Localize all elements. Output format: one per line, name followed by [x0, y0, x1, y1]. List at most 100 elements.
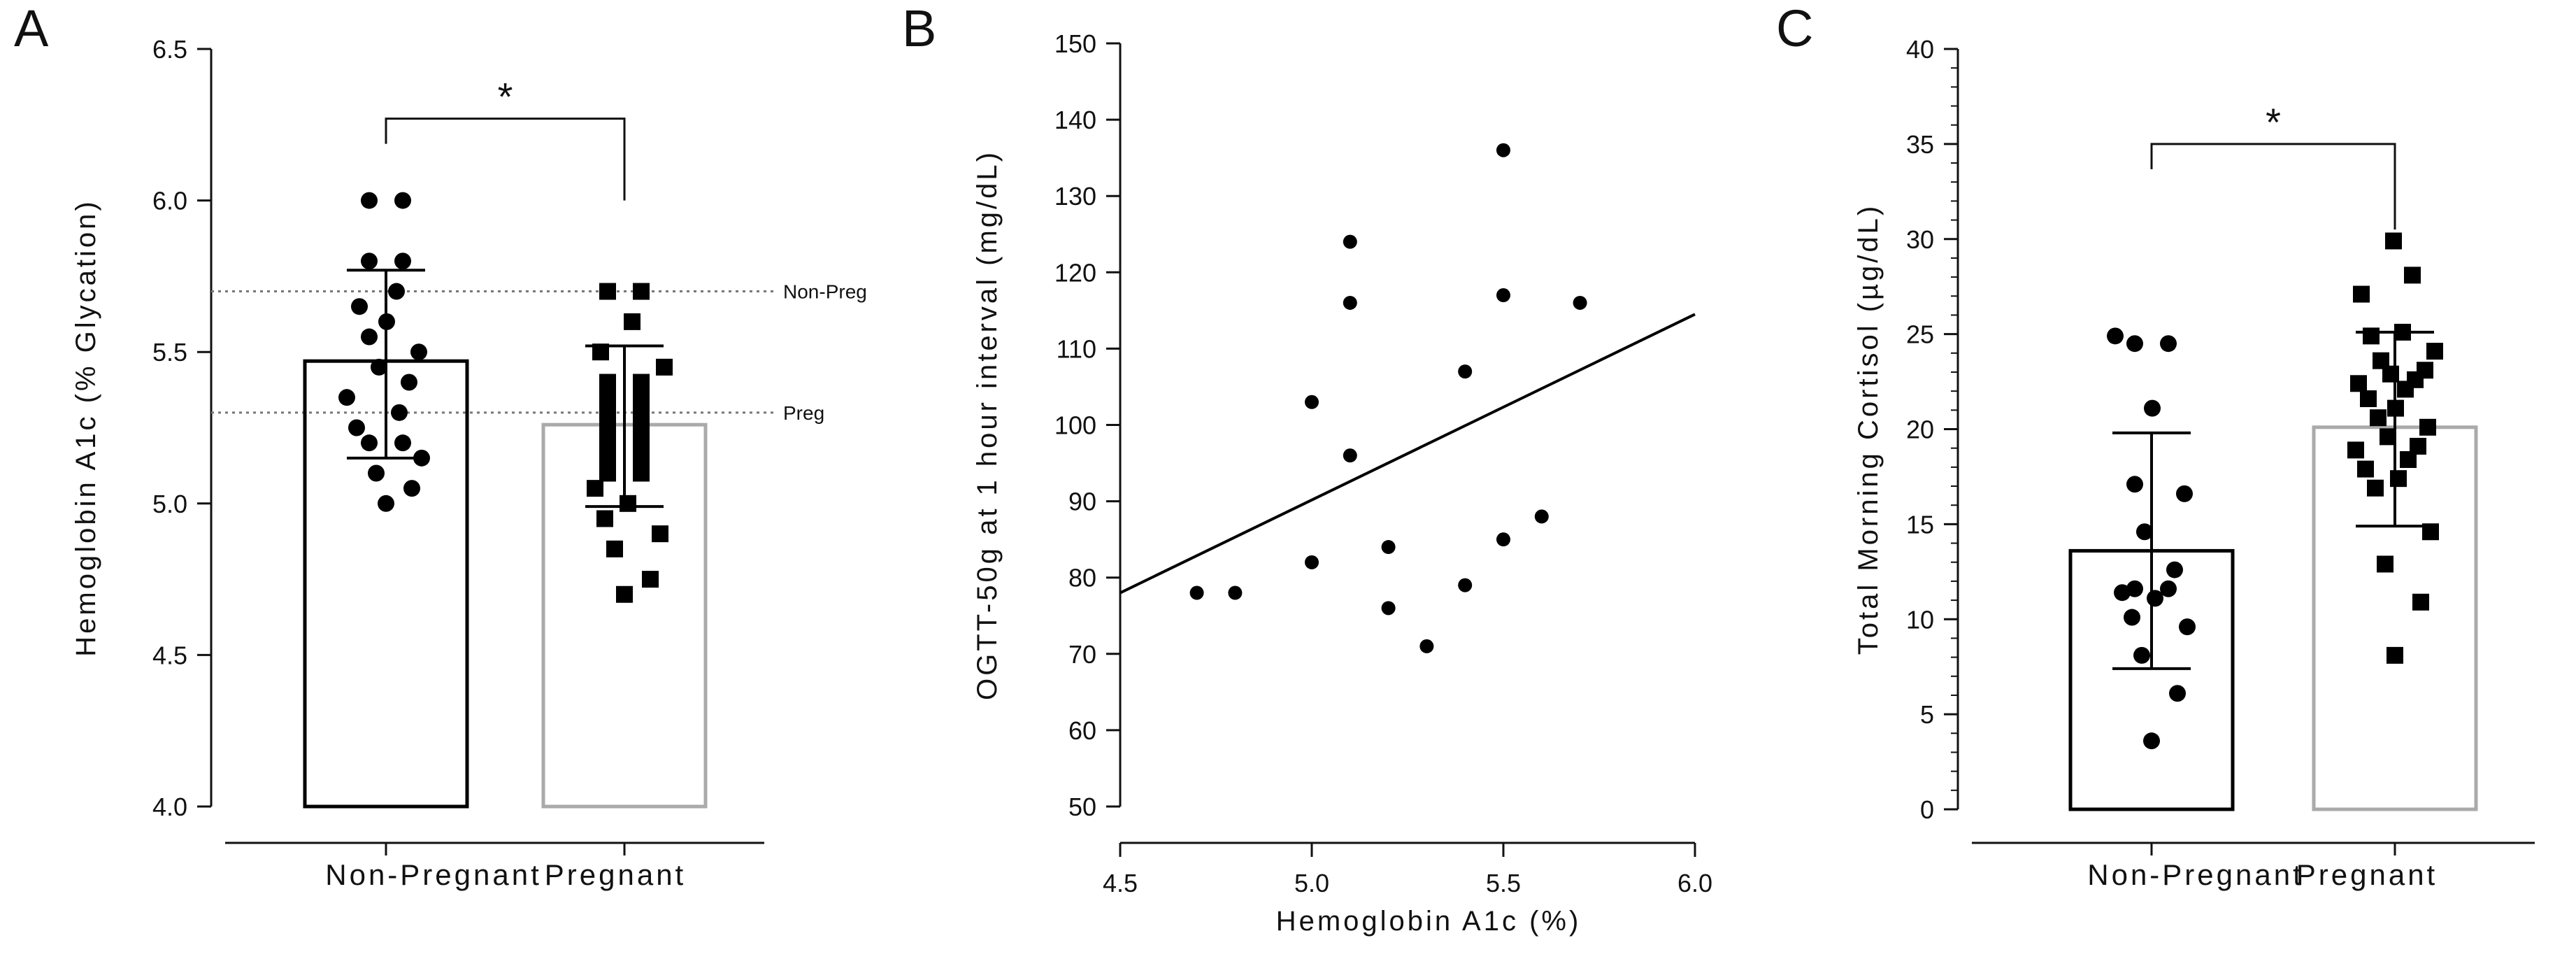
- panel-letter-a: A: [14, 0, 49, 57]
- data-point: [2410, 437, 2426, 455]
- data-point: [599, 464, 616, 482]
- data-point: [2426, 343, 2443, 360]
- data-point: [2107, 327, 2124, 345]
- x-category-label: Non-Pregnant: [325, 858, 542, 891]
- y-tick-label: 5.0: [152, 490, 187, 518]
- scatter-point: [1573, 295, 1587, 310]
- data-point: [2169, 685, 2186, 702]
- data-point: [599, 404, 616, 421]
- significance-star: *: [2266, 100, 2281, 144]
- data-point: [2166, 561, 2183, 578]
- scatter-point: [1228, 585, 1243, 600]
- data-point: [633, 374, 650, 391]
- y-tick-label: 150: [1054, 29, 1096, 58]
- y-tick-label: 140: [1054, 106, 1096, 134]
- data-point: [599, 283, 616, 300]
- data-point: [2160, 580, 2177, 597]
- data-point: [2373, 352, 2389, 369]
- data-point: [2385, 232, 2402, 250]
- scatter-point: [1496, 288, 1510, 303]
- y-tick-label: 100: [1054, 411, 1096, 440]
- data-point: [642, 571, 659, 588]
- y-tick-label: 130: [1054, 182, 1096, 211]
- data-point: [599, 389, 616, 406]
- data-point: [361, 192, 378, 209]
- y-tick-label: 70: [1068, 640, 1096, 669]
- data-point: [368, 464, 385, 482]
- y-tick-label: 80: [1068, 564, 1096, 592]
- y-tick-label: 30: [1906, 225, 1934, 254]
- data-point: [2363, 327, 2380, 345]
- y-axis-title: Hemoglobin A1c (% Glycation): [71, 199, 101, 656]
- panel-letter-c: C: [1776, 0, 1814, 57]
- data-point: [2126, 580, 2143, 597]
- y-tick-label: 6.0: [152, 187, 187, 215]
- data-point: [2160, 335, 2177, 353]
- scatter-point: [1343, 295, 1357, 310]
- y-tick-label: 50: [1068, 793, 1096, 821]
- data-point: [652, 525, 668, 543]
- data-point: [2370, 409, 2387, 427]
- x-category-label: Pregnant: [545, 858, 686, 891]
- data-point: [2143, 732, 2160, 750]
- data-point: [616, 585, 633, 603]
- data-point: [633, 419, 650, 436]
- data-point: [2126, 335, 2143, 353]
- data-point: [2412, 593, 2429, 611]
- y-tick-label: 0: [1920, 795, 1934, 824]
- data-point: [2360, 390, 2377, 408]
- scatter-point: [1343, 234, 1357, 249]
- y-tick-label: 15: [1906, 510, 1934, 539]
- x-category-label: Non-Pregnant: [2087, 858, 2304, 891]
- scatter-point: [1343, 448, 1357, 463]
- data-point: [633, 404, 650, 421]
- data-point: [633, 434, 650, 452]
- data-point: [2390, 470, 2407, 488]
- data-point: [361, 434, 378, 452]
- data-point: [351, 298, 368, 315]
- scatter-point: [1305, 555, 1319, 569]
- data-point: [2350, 375, 2367, 392]
- data-point: [394, 434, 411, 452]
- data-point: [371, 358, 387, 376]
- data-point: [599, 374, 616, 391]
- scatter-point: [1496, 532, 1510, 547]
- data-point: [391, 404, 408, 421]
- data-point: [606, 540, 623, 557]
- data-point: [2357, 460, 2374, 478]
- data-point: [2417, 362, 2433, 379]
- data-point: [624, 313, 641, 330]
- data-point: [633, 283, 650, 300]
- data-point: [2126, 476, 2143, 493]
- y-tick-label: 4.5: [152, 641, 187, 669]
- data-point: [2133, 646, 2150, 664]
- y-tick-label: 20: [1906, 415, 1934, 444]
- significance-star: *: [498, 75, 513, 119]
- data-point: [2404, 267, 2421, 284]
- data-point: [587, 480, 603, 497]
- data-point: [394, 192, 411, 209]
- data-point: [378, 495, 394, 512]
- panel-letter-b: B: [902, 0, 937, 57]
- scatter-point: [1305, 395, 1319, 409]
- x-category-label: Pregnant: [2296, 858, 2438, 891]
- data-point: [2367, 479, 2384, 497]
- data-point: [394, 253, 411, 270]
- scatter-point: [1381, 540, 1396, 555]
- scatter-point: [1381, 601, 1396, 616]
- data-point: [401, 374, 417, 391]
- data-point: [2387, 646, 2403, 664]
- reference-line-label: Preg: [783, 402, 824, 424]
- y-tick-label: 5: [1920, 700, 1934, 729]
- data-point: [596, 510, 613, 527]
- data-point: [2377, 555, 2393, 573]
- data-point: [348, 419, 365, 436]
- y-tick-label: 35: [1906, 130, 1934, 159]
- data-point: [599, 419, 616, 436]
- data-point: [2136, 523, 2153, 541]
- scatter-point: [1458, 578, 1473, 592]
- significance-bracket: [385, 118, 626, 201]
- data-point: [620, 495, 636, 512]
- x-axis-title: Hemoglobin A1c (%): [1276, 906, 1582, 937]
